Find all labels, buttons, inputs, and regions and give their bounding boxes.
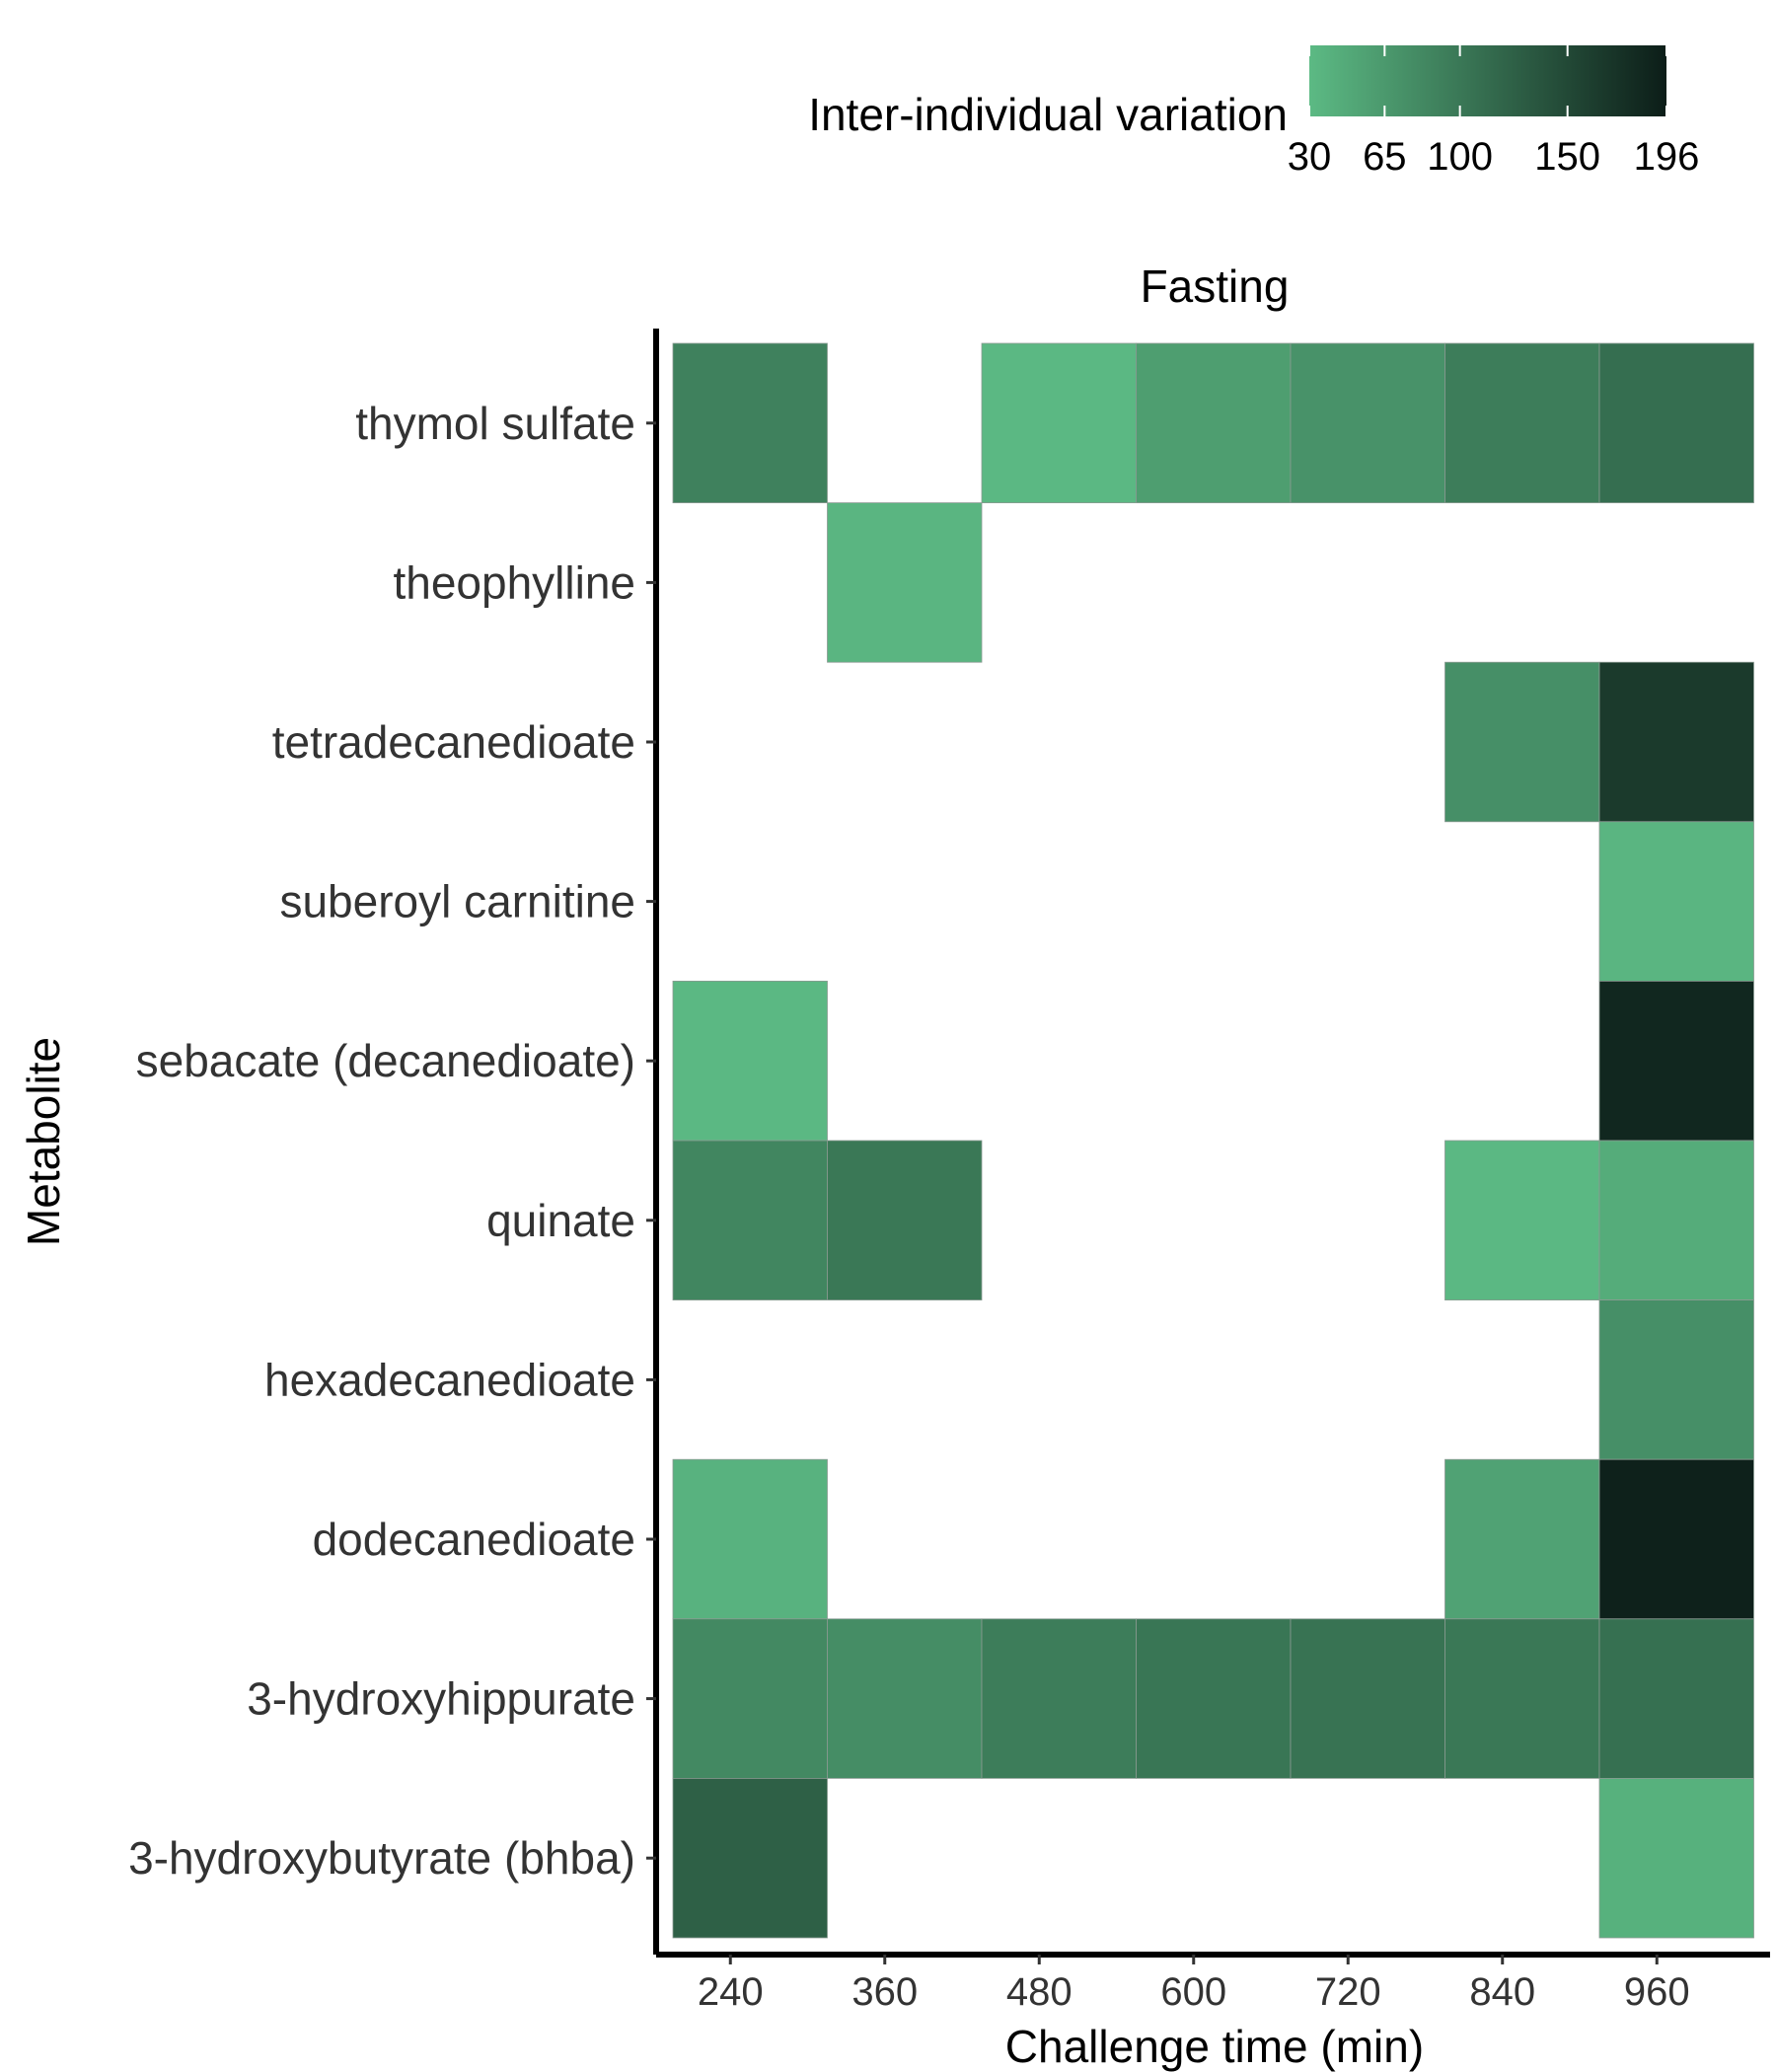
heatmap-cells xyxy=(672,342,1754,1939)
heatmap-cell xyxy=(1598,1458,1754,1620)
y-tick-label: thymol sulfate xyxy=(355,398,635,449)
heatmap-cell xyxy=(1598,1618,1754,1779)
heatmap-cell xyxy=(672,1140,828,1301)
heatmap-cell xyxy=(1598,1140,1754,1301)
heatmap-cell xyxy=(672,1458,828,1620)
heatmap-cell xyxy=(1598,1778,1754,1939)
heatmap-cell xyxy=(1444,1618,1600,1779)
heatmap-cell xyxy=(672,342,828,504)
y-tick-label: sebacate (decanedioate) xyxy=(136,1035,635,1086)
heatmap-cell xyxy=(1598,821,1754,982)
legend-colorbar xyxy=(1309,45,1666,116)
legend-tick-label: 30 xyxy=(1288,135,1332,179)
heatmap-cell xyxy=(1136,1618,1292,1779)
legend-tick-label: 196 xyxy=(1634,135,1700,179)
heatmap-cell xyxy=(672,1618,828,1779)
legend-ticks: 30 65 100 150 196 xyxy=(1288,45,1700,179)
y-tick-label: dodecanedioate xyxy=(313,1514,635,1565)
x-tick-label: 240 xyxy=(698,1970,764,2014)
heatmap-cell xyxy=(1444,342,1600,504)
x-axis-title: Challenge time (min) xyxy=(1005,2021,1424,2072)
y-tick-label: suberoyl carnitine xyxy=(279,876,635,927)
x-tick-label: 840 xyxy=(1469,1970,1535,2014)
heatmap-cell xyxy=(1444,661,1600,823)
x-tick-label: 960 xyxy=(1624,1970,1690,2014)
y-tick-label: theophylline xyxy=(393,556,635,608)
heatmap-cell xyxy=(827,1140,983,1301)
heatmap-cell xyxy=(827,1618,983,1779)
heatmap-cell xyxy=(1444,1140,1600,1301)
heatmap-cell xyxy=(981,1618,1137,1779)
y-tick-label: 3-hydroxybutyrate (bhba) xyxy=(128,1832,635,1884)
x-tick-label: 360 xyxy=(851,1970,918,2014)
heatmap-cell xyxy=(827,502,983,663)
legend-title: Inter-individual variation xyxy=(808,89,1288,140)
x-axis-ticks: 240 360 480 600 720 840 960 xyxy=(698,1955,1690,2014)
heatmap-cell xyxy=(981,342,1137,504)
y-tick-label: 3-hydroxyhippurate xyxy=(247,1673,635,1725)
heatmap-cell xyxy=(672,981,828,1142)
y-axis-title: Metabolite xyxy=(18,1037,69,1246)
heatmap-cell xyxy=(1598,342,1754,504)
legend-tick-label: 65 xyxy=(1363,135,1407,179)
heatmap-cell xyxy=(1136,342,1292,504)
y-tick-label: tetradecanedioate xyxy=(272,716,635,768)
y-tick-label: hexadecanedioate xyxy=(264,1354,635,1405)
y-axis-ticks: thymol sulfate theophylline tetradecanedio… xyxy=(128,398,656,1884)
heatmap-cell xyxy=(672,1778,828,1939)
heatmap-cell xyxy=(1290,342,1445,504)
heatmap-cell xyxy=(1444,1458,1600,1620)
y-tick-label: quinate xyxy=(486,1195,635,1246)
legend-tick-label: 150 xyxy=(1534,135,1600,179)
heatmap-cell xyxy=(1598,1299,1754,1460)
x-tick-label: 480 xyxy=(1006,1970,1073,2014)
x-tick-label: 600 xyxy=(1160,1970,1226,2014)
panel-title: Fasting xyxy=(1141,260,1290,312)
heatmap-cell xyxy=(1598,981,1754,1142)
heatmap-cell xyxy=(1598,661,1754,823)
x-tick-label: 720 xyxy=(1315,1970,1381,2014)
legend-tick-label: 100 xyxy=(1427,135,1493,179)
heatmap-cell xyxy=(1290,1618,1445,1779)
